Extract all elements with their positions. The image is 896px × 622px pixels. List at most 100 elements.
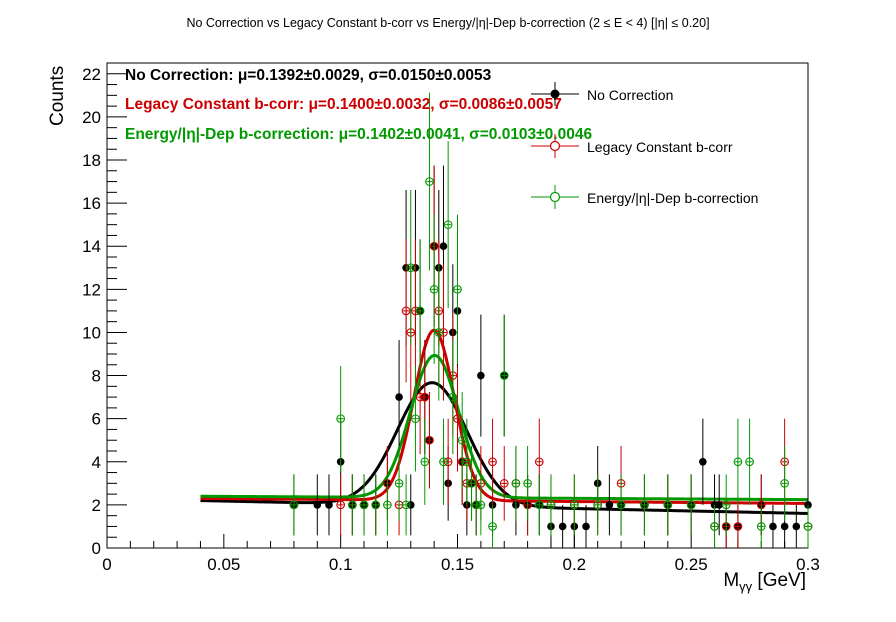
data-point-series-1	[336, 474, 346, 536]
x-tick-label: 0.15	[441, 555, 474, 574]
data-point-series-2	[457, 392, 467, 489]
x-axis-label-sub: γγ	[739, 579, 753, 594]
point-marker	[457, 435, 467, 445]
legend-item-energy-eta-dep: Energy/|η|-Dep b-correction	[531, 185, 758, 209]
data-point-series-2	[429, 214, 439, 365]
data-point-series-2	[453, 214, 462, 365]
data-point-series-0	[715, 474, 724, 536]
stat-energy-eta-dep: Energy/|η|-Dep b-correction: μ=0.1402±0.…	[125, 126, 592, 143]
point-marker	[462, 457, 472, 467]
legend-label-no-correction: No Correction	[587, 87, 673, 103]
x-tick-label: 0	[102, 555, 111, 574]
point-marker	[359, 500, 369, 510]
stat-legacy-constant: Legacy Constant b-corr: μ=0.1400±0.0032,…	[125, 96, 562, 113]
data-point-series-2	[803, 504, 813, 548]
point-marker	[663, 500, 673, 510]
x-tick-label: 0.3	[796, 555, 820, 574]
point-marker	[721, 500, 731, 510]
point-marker	[394, 478, 404, 488]
data-point-series-2	[415, 239, 425, 383]
x-axis-label-unit: [GeV]	[752, 570, 806, 591]
data-point-series-2	[359, 474, 369, 536]
x-tick-label: 0.05	[207, 555, 240, 574]
x-axis-label-main: M	[723, 570, 739, 591]
point-marker	[439, 242, 448, 251]
point-marker	[745, 457, 754, 467]
point-marker	[415, 306, 425, 316]
point-marker	[383, 500, 392, 510]
legend: No Correction Legacy Constant b-corr Ene…	[531, 82, 758, 209]
point-marker	[569, 500, 579, 510]
point-marker	[453, 284, 462, 294]
data-point-series-1	[488, 418, 497, 505]
point-marker	[488, 522, 497, 531]
stat-no-correction: No Correction: μ=0.1392±0.0029, σ=0.0150…	[125, 67, 492, 84]
point-marker	[488, 457, 497, 467]
point-marker	[640, 500, 649, 510]
data-point-series-2	[383, 474, 392, 536]
data-point-series-2	[467, 445, 476, 521]
data-point-series-2	[289, 474, 299, 536]
point-marker	[582, 522, 590, 531]
point-marker	[780, 522, 789, 531]
point-marker	[499, 371, 509, 380]
data-point-series-2	[434, 264, 444, 401]
point-marker	[411, 414, 420, 424]
point-marker	[733, 457, 743, 467]
point-marker	[792, 522, 801, 531]
point-marker	[429, 284, 439, 294]
point-marker	[534, 500, 544, 510]
x-tick-label: 0.25	[675, 555, 708, 574]
data-point-series-2	[721, 474, 731, 536]
y-tick-label: 2	[92, 496, 101, 515]
data-point-series-2	[394, 445, 404, 521]
point-marker	[401, 500, 411, 510]
point-marker	[336, 414, 346, 424]
stats-box: No Correction: μ=0.1392±0.0029, σ=0.0150…	[125, 67, 592, 143]
y-tick-label: 18	[82, 151, 101, 170]
data-point-series-2	[640, 474, 649, 536]
point-marker	[348, 500, 357, 510]
data-point-series-1	[733, 504, 743, 548]
point-marker	[523, 478, 532, 488]
point-marker	[443, 220, 453, 230]
point-marker	[605, 501, 614, 509]
point-marker	[534, 457, 544, 467]
point-marker	[780, 478, 789, 488]
data-point-series-2	[710, 504, 719, 548]
data-point-series-2	[546, 474, 556, 536]
legend-item-legacy-constant: Legacy Constant b-corr	[531, 134, 733, 158]
point-marker	[511, 478, 521, 488]
y-tick-label: 20	[82, 108, 101, 127]
data-point-series-2	[523, 445, 532, 521]
point-marker	[558, 522, 567, 531]
data-point-series-0	[769, 504, 777, 548]
point-marker	[686, 500, 696, 510]
point-marker	[420, 457, 430, 467]
data-point-series-2	[420, 418, 430, 505]
point-marker	[371, 500, 381, 510]
point-marker	[710, 522, 719, 531]
point-marker	[313, 501, 322, 509]
data-point-series-2	[371, 474, 381, 536]
data-point-series-2	[511, 445, 521, 521]
data-point-series-1	[401, 239, 411, 383]
data-point-series-2	[663, 474, 673, 536]
y-tick-label: 22	[82, 65, 101, 84]
data-point-series-1	[425, 392, 434, 489]
data-point-series-1	[499, 445, 509, 521]
y-tick-label: 6	[92, 410, 101, 429]
point-marker	[769, 522, 777, 531]
y-tick-label: 4	[92, 453, 101, 472]
data-point-series-2	[686, 474, 696, 536]
y-tick-label: 12	[82, 280, 101, 299]
point-marker	[453, 414, 462, 424]
legend-label-legacy-constant: Legacy Constant b-corr	[587, 139, 733, 155]
data-point-series-2	[336, 365, 346, 472]
point-marker	[616, 500, 626, 510]
data-point-series-0	[792, 504, 801, 548]
data-point-series-2	[406, 190, 416, 346]
point-marker	[699, 457, 707, 466]
point-marker	[756, 522, 766, 531]
